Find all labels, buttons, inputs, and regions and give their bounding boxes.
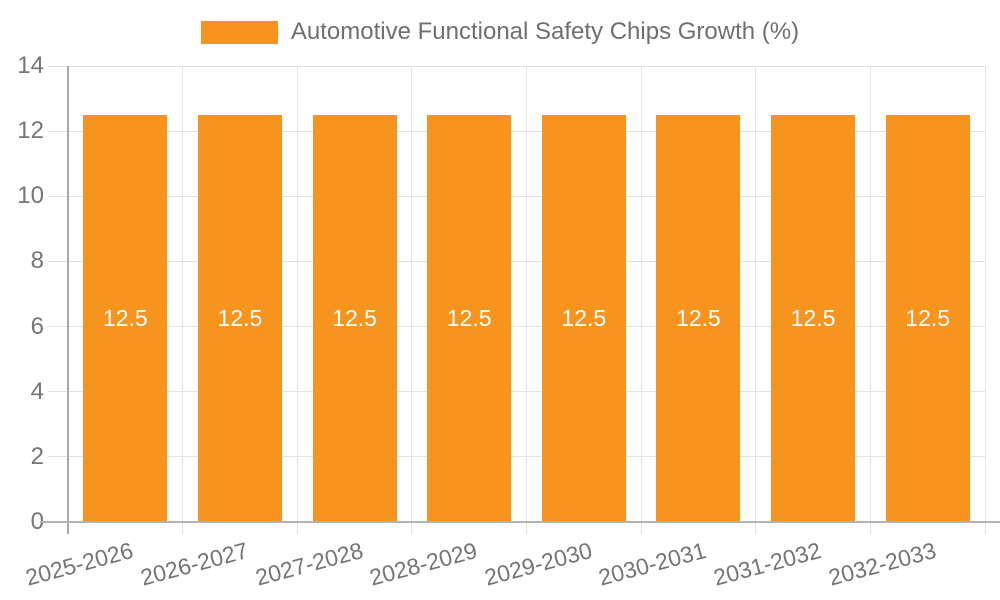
- bar: [885, 114, 970, 522]
- x-gridline: [640, 66, 642, 534]
- bar: [656, 114, 741, 522]
- y-tick-label: 4: [30, 377, 44, 405]
- bar-value-label: 12.5: [446, 305, 492, 332]
- y-gridline: [48, 195, 985, 197]
- y-gridline: [48, 326, 985, 328]
- x-axis-line: [40, 521, 1000, 523]
- x-tick-label: 2029-2030: [481, 537, 595, 591]
- bar-value-label: 12.5: [790, 305, 836, 332]
- bar: [83, 114, 168, 522]
- bar: [541, 114, 626, 522]
- x-gridline: [526, 66, 527, 534]
- legend-swatch: [200, 20, 278, 44]
- y-axis-line: [67, 66, 69, 534]
- bar: [197, 114, 282, 522]
- bar: [771, 114, 856, 522]
- y-tick-label: 14: [17, 52, 44, 79]
- legend-label: Automotive Functional Safety Chips Growt…: [290, 18, 800, 45]
- bar-value-label: 12.5: [676, 305, 721, 332]
- y-gridline: [48, 260, 985, 262]
- y-gridline: [48, 130, 985, 132]
- y-tick-label: 10: [17, 182, 44, 210]
- bar: [312, 114, 397, 522]
- bar-value-label: 12.5: [905, 305, 951, 332]
- x-gridline: [869, 66, 871, 534]
- x-tick-label: 2026-2027: [137, 537, 251, 591]
- x-tick-label: 2031-2032: [710, 537, 824, 591]
- bar: [427, 114, 512, 522]
- x-tick-label: 2025-2026: [23, 537, 137, 591]
- x-tick-label: 2027-2028: [252, 537, 366, 591]
- y-gridline: [48, 456, 985, 458]
- y-tick-label: 8: [30, 247, 44, 275]
- y-gridline: [48, 391, 985, 393]
- y-tick-label: 12: [17, 117, 44, 145]
- y-tick-label: 2: [30, 442, 44, 470]
- bar-value-label: 12.5: [217, 305, 263, 332]
- y-gridline: [48, 65, 985, 67]
- x-tick-label: 2028-2029: [366, 537, 480, 591]
- x-gridline: [182, 66, 184, 534]
- x-gridline: [984, 66, 986, 534]
- x-tick-label: 2030-2031: [596, 537, 710, 591]
- chart-legend: Automotive Functional Safety Chips Growt…: [0, 18, 1000, 46]
- x-gridline: [296, 66, 298, 534]
- bar-value-label: 12.5: [102, 305, 148, 332]
- x-gridline: [755, 66, 757, 534]
- x-gridline: [411, 66, 413, 534]
- x-tick-label: 2032-2033: [825, 537, 939, 591]
- plot-area: 0 2 4 6 8 10 12 14 12.5 2025-2026 12.5 2026-2027 12.…: [17, 52, 1000, 591]
- bar-value-label: 12.5: [561, 305, 607, 332]
- bar-value-label: 12.5: [332, 305, 377, 332]
- y-tick-label: 0: [30, 508, 44, 535]
- y-tick-label: 6: [30, 312, 44, 340]
